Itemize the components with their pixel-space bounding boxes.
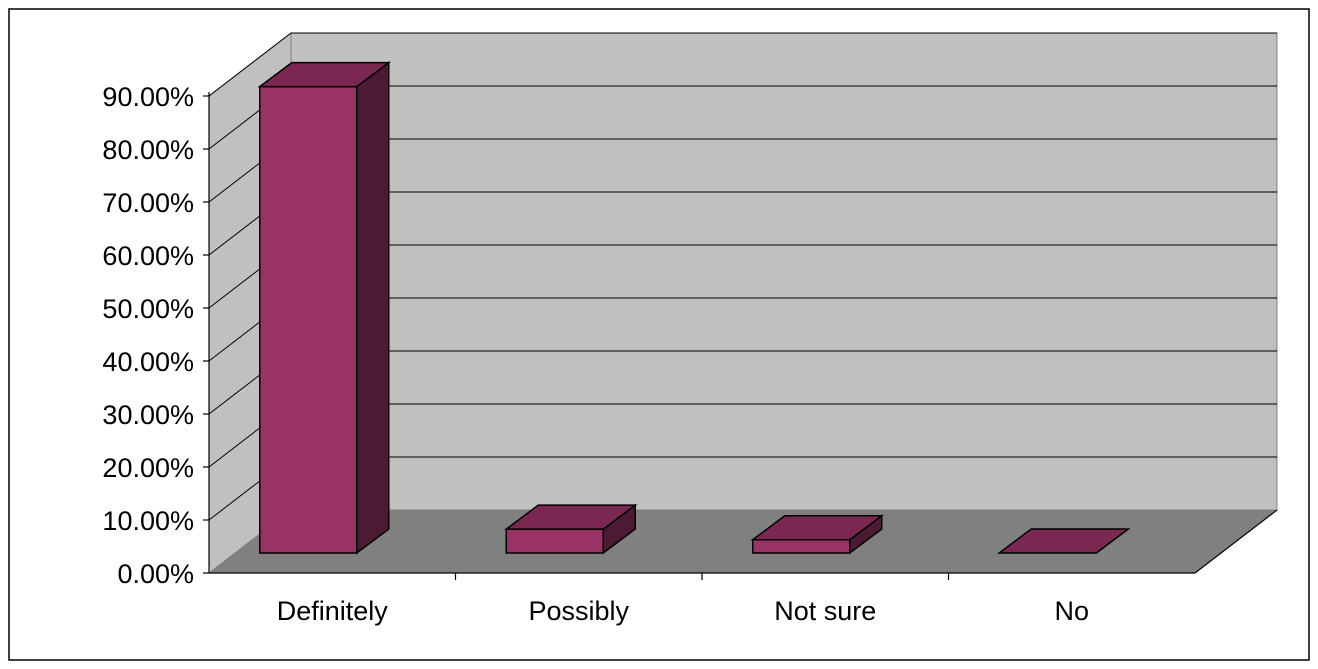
x-tick-label: Not sure [774,596,876,626]
bar-top [257,61,391,88]
y-tick-label: 80.00% [102,135,194,165]
x-axis-labels: Definitely Possibly Not sure No [277,596,1089,626]
bar [750,514,884,555]
bar-top [997,528,1131,554]
bar [997,528,1131,554]
bar-top [504,504,638,530]
y-tick-label: 90.00% [102,82,194,112]
y-tick-label: 10.00% [102,506,194,536]
bar-side [356,61,390,555]
y-tick-label: 40.00% [102,347,194,377]
bar-front [505,528,604,554]
gridline [208,32,1277,97]
bars [257,61,1131,555]
x-tick-label: No [1054,596,1089,626]
x-tick-label: Definitely [277,596,389,626]
y-tick-label: 60.00% [102,241,194,271]
bar-front [259,85,358,554]
y-tick-label: 30.00% [102,400,194,430]
y-tick-label: 50.00% [102,294,194,324]
axes [208,92,1278,580]
bar-front [752,539,851,554]
y-tick-label: 70.00% [102,188,194,218]
y-tick-label: 20.00% [102,453,194,483]
bar [257,61,391,555]
bar [504,503,638,555]
back-wall [290,32,1278,511]
floor [209,510,1277,573]
y-tick-label: 0.00% [117,559,194,589]
floor-edge [1194,509,1278,574]
bar-top [750,515,884,541]
x-tick-label: Possibly [528,596,629,626]
y-axis-ticks: 0.00% 10.00% 20.00% 30.00% 40.00% 50.00% 60.00… [102,82,209,589]
